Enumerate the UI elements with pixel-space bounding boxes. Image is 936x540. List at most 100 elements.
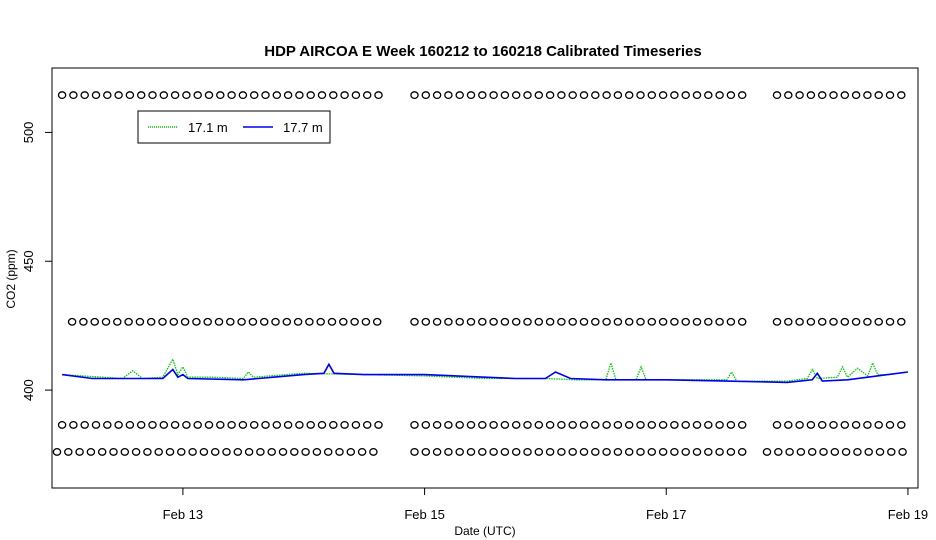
reference-marker-3-2-6 [830, 447, 840, 456]
reference-marker-0-0-18 [261, 91, 270, 100]
reference-marker-3-1-27 [715, 447, 724, 456]
chart-title: HDP AIRCOA E Week 160212 to 160218 Calib… [264, 43, 701, 60]
reference-marker-3-0-5 [109, 447, 118, 456]
reference-marker-3-1-23 [670, 447, 679, 456]
reference-marker-2-0-18 [261, 420, 270, 429]
reference-marker-2-0-26 [351, 420, 361, 429]
reference-marker-0-2-3 [806, 91, 816, 100]
reference-marker-0-0-16 [238, 91, 248, 100]
reference-marker-2-1-13 [557, 420, 566, 429]
reference-marker-0-0-9 [159, 91, 169, 100]
legend: 17.1 m 17.7 m [137, 110, 331, 144]
reference-marker-2-0-23 [317, 420, 327, 429]
reference-marker-2-0-3 [91, 420, 101, 429]
reference-marker-2-2-10 [885, 420, 895, 429]
reference-markers [52, 91, 907, 456]
reference-marker-2-1-26 [704, 420, 713, 429]
reference-marker-2-1-8 [500, 420, 510, 429]
reference-marker-0-2-4 [817, 91, 827, 100]
reference-marker-3-1-3 [444, 447, 453, 456]
legend-box [137, 110, 331, 144]
reference-marker-1-1-10 [523, 317, 532, 326]
reference-marker-2-1-7 [489, 420, 498, 429]
reference-marker-0-0-28 [374, 91, 383, 100]
reference-marker-1-1-24 [681, 317, 690, 326]
reference-marker-2-1-24 [681, 420, 690, 429]
series-line-17-7m [61, 362, 909, 384]
reference-marker-1-0-4 [113, 317, 122, 326]
reference-marker-3-0-21 [290, 447, 299, 456]
reference-marker-1-1-6 [478, 317, 487, 326]
reference-marker-3-0-24 [323, 447, 333, 456]
reference-marker-1-0-18 [271, 317, 280, 326]
reference-marker-3-1-12 [545, 447, 555, 456]
reference-marker-1-0-1 [79, 317, 88, 326]
reference-marker-3-0-23 [312, 447, 322, 456]
reference-marker-2-1-29 [737, 420, 747, 429]
reference-marker-3-1-17 [602, 447, 611, 456]
reference-marker-2-2-2 [795, 420, 804, 429]
reference-marker-3-0-1 [64, 447, 73, 456]
reference-marker-2-2-5 [829, 420, 838, 429]
reference-marker-0-0-25 [340, 91, 349, 100]
reference-marker-3-1-13 [557, 447, 566, 456]
reference-marker-0-0-26 [351, 91, 361, 100]
y-axis: 400 450 500 [21, 122, 53, 401]
reference-marker-1-0-20 [293, 317, 303, 326]
reference-marker-3-1-15 [579, 447, 589, 456]
reference-marker-2-0-24 [329, 420, 338, 429]
reference-marker-1-0-24 [339, 317, 348, 326]
reference-marker-1-1-26 [704, 317, 713, 326]
reference-marker-2-1-3 [444, 420, 453, 429]
reference-marker-0-0-17 [249, 91, 259, 100]
reference-marker-0-1-4 [455, 91, 464, 100]
reference-marker-0-1-10 [523, 91, 532, 100]
reference-marker-1-0-21 [305, 317, 314, 326]
reference-marker-1-0-15 [237, 317, 246, 326]
reference-marker-0-0-4 [103, 91, 112, 100]
reference-marker-3-0-25 [335, 447, 344, 456]
reference-marker-2-0-28 [374, 420, 383, 429]
reference-marker-3-0-17 [244, 447, 254, 456]
reference-marker-2-0-1 [69, 420, 78, 429]
reference-marker-3-0-13 [199, 447, 209, 456]
reference-marker-3-1-25 [692, 447, 702, 456]
reference-marker-0-0-7 [136, 91, 146, 100]
reference-marker-1-2-8 [863, 317, 872, 326]
x-axis-title: Date (UTC) [454, 524, 515, 538]
reference-marker-0-0-22 [306, 91, 315, 100]
reference-marker-0-1-29 [737, 91, 747, 100]
reference-marker-2-0-14 [216, 420, 225, 429]
reference-marker-3-1-11 [534, 447, 544, 456]
reference-marker-3-1-19 [624, 447, 634, 456]
reference-marker-1-2-4 [817, 317, 827, 326]
x-tick-label-0: Feb 13 [163, 507, 203, 522]
reference-marker-3-2-2 [785, 447, 794, 456]
reference-marker-2-1-22 [658, 420, 668, 429]
reference-marker-0-0-21 [295, 91, 304, 100]
reference-marker-1-0-14 [226, 317, 235, 326]
reference-marker-3-0-12 [188, 447, 197, 456]
reference-marker-0-0-2 [80, 91, 89, 100]
reference-marker-1-0-9 [169, 317, 179, 326]
reference-marker-3-1-2 [432, 447, 442, 456]
reference-marker-0-0-8 [148, 91, 157, 100]
reference-marker-0-0-24 [329, 91, 338, 100]
reference-marker-3-1-18 [613, 447, 623, 456]
x-tick-label-3: Feb 19 [888, 507, 928, 522]
reference-marker-1-0-7 [146, 317, 156, 326]
reference-marker-0-1-3 [444, 91, 453, 100]
reference-marker-3-2-12 [898, 447, 907, 456]
reference-marker-3-1-26 [704, 447, 713, 456]
reference-marker-0-0-20 [283, 91, 293, 100]
reference-marker-2-1-10 [523, 420, 532, 429]
reference-marker-1-1-4 [455, 317, 464, 326]
reference-marker-2-1-20 [636, 420, 645, 429]
reference-marker-0-1-23 [670, 91, 679, 100]
reference-marker-0-0-27 [362, 91, 372, 100]
reference-marker-1-2-5 [829, 317, 838, 326]
reference-marker-2-0-21 [295, 420, 304, 429]
reference-marker-2-0-15 [227, 420, 236, 429]
reference-marker-1-2-6 [840, 317, 850, 326]
